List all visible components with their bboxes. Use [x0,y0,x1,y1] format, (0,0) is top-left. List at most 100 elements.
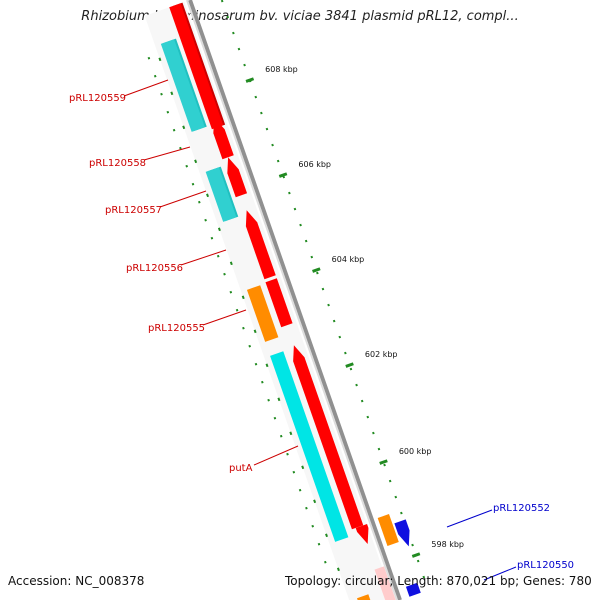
outer-ruler-dot [355,383,358,387]
inner-tick [194,159,198,164]
kbp-label: 600 kbp [399,447,432,456]
ruler-dot [179,146,182,150]
ruler-dot [298,488,302,492]
ruler-dot [147,56,151,60]
backbone-shadow [186,0,398,600]
outer-ruler-dot [416,559,420,563]
ruler-dot [267,398,270,402]
cds-arrow [355,523,369,544]
kbp-label: 598 kbp [431,540,464,549]
ruler-dot [311,524,315,528]
ruler-dot [185,164,189,168]
outer-ruler-dot [220,0,224,3]
cds-arrow [227,157,248,198]
outer-ruler-dot [321,287,325,291]
ruler-dot [210,236,214,240]
backbone-line [188,0,402,600]
cds-bar [169,3,224,130]
inner-tick [217,227,221,232]
kbp-tick [312,267,321,273]
orange-bar [377,514,399,547]
outer-ruler-dot [243,63,246,67]
outer-ruler-dot [366,415,370,419]
cds-bar [265,278,293,328]
inner-tick [206,193,209,198]
gene-label: pRL120555 [148,323,205,334]
ruler-dot [191,182,195,186]
ruler-dot [254,362,258,366]
outer-ruler-dot [310,255,314,259]
ruler-dot [216,254,220,258]
cds-arrow [213,117,234,160]
outer-ruler-dot [288,191,291,195]
blue-arrow [394,519,410,547]
teal-bar [160,39,205,132]
ruler-dot [305,506,308,510]
gene-label: pRL120557 [105,205,162,216]
kbp-label: 608 kbp [265,65,298,74]
gene-leader-line [446,509,493,528]
inner-tick [265,363,269,368]
gene-leader-line [483,566,517,581]
ruler-dot [242,326,245,330]
outer-ruler-dot [422,575,426,579]
outer-ruler-dot [338,335,342,339]
gene-leader-line [202,309,247,326]
cds-arrow [293,345,364,530]
outer-ruler-dot [400,511,403,515]
outer-ruler-dot [360,399,364,403]
ruler-dot [292,470,296,474]
accession-text: Accession: NC_008378 [8,574,145,588]
inner-tick [289,431,293,436]
topology-text: Topology: circular; Length: 870,021 bp; … [285,574,592,588]
outer-ruler-dot [232,31,235,35]
ruler-dot [229,290,233,294]
inner-tick [301,465,305,470]
outer-ruler-dot [372,431,375,435]
outer-ruler-dot [383,463,386,467]
ruler-dot [166,110,170,114]
inner-tick [313,499,317,504]
gene-leader-line [123,79,169,97]
outer-ruler-dot [260,111,263,115]
gene-leader-line [159,190,207,208]
outer-ruler-dot [299,223,302,227]
ruler-dot [324,560,327,564]
kbp-tick [411,552,421,558]
gene-leader-line [143,146,191,161]
ruler-dot [223,272,226,276]
gene-leader-line [180,249,227,266]
ruler-dot [261,380,264,384]
kbp-label: 602 kbp [365,350,398,359]
kbp-label: 606 kbp [298,160,331,169]
gene-label: pRL120556 [126,263,183,274]
inner-tick [158,57,162,62]
inner-tick [229,261,233,266]
inner-tick [241,295,245,300]
cyan-bar [270,351,349,542]
outer-ruler-dot [276,159,280,163]
outer-ruler-dot [271,143,274,147]
outer-ruler-dot [316,271,319,275]
outer-ruler-dot [344,351,347,355]
kbp-tick [379,459,388,465]
kbp-tick [278,172,288,178]
gene-label: putA [229,463,253,474]
outer-ruler-dot [293,207,297,211]
ruler-dot [248,344,252,348]
blue-bar [405,582,421,597]
ruler-dot [198,200,201,204]
ruler-dot [172,128,176,132]
inner-tick [277,397,281,402]
gene-leader-line [253,445,299,466]
gene-label: pRL120558 [89,158,146,169]
ruler-dot [204,218,207,222]
teal-bar [205,167,237,222]
outer-ruler-dot [394,495,398,499]
outer-ruler-dot [237,47,241,51]
kbp-label: 604 kbp [332,255,365,264]
outer-ruler-dot [304,239,308,243]
ruler-dot [160,92,163,96]
ruler-dot [153,74,157,78]
